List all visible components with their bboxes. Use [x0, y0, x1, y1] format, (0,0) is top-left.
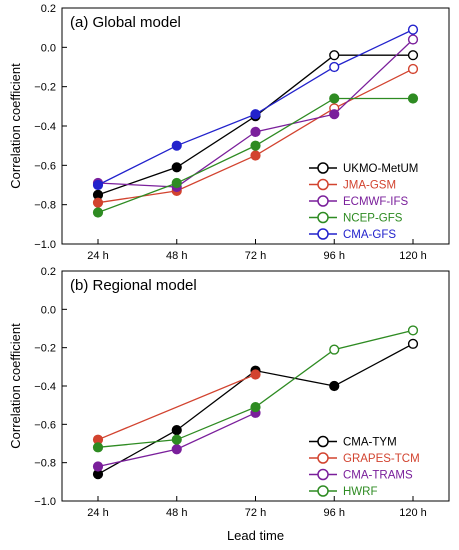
x-tick-label: 24 h	[87, 250, 108, 262]
data-point	[329, 93, 340, 104]
series-ncep-gfs	[92, 93, 419, 218]
x-tick-label: 96 h	[324, 250, 345, 262]
legend-marker	[317, 211, 329, 224]
legend-label: CMA-GFS	[343, 229, 396, 241]
y-tick-label: −1.0	[34, 239, 56, 251]
plot-frame	[61, 270, 450, 502]
data-point	[407, 34, 419, 45]
x-tick-label: 72 h	[245, 250, 266, 262]
x-tick-label: 120 h	[399, 507, 427, 519]
legend-marker	[317, 435, 329, 448]
x-tick-label: 120 h	[399, 250, 427, 262]
legend-marker	[317, 228, 329, 240]
data-point	[250, 140, 261, 151]
x-axis: 24 h 48 h 72 h 96 h 120 h	[87, 239, 427, 262]
legend-label: CMA-TYM	[343, 437, 397, 449]
data-point	[250, 369, 261, 380]
series-grapes-tcm	[92, 369, 261, 445]
data-point	[250, 126, 261, 137]
panel-regional-model: (b) Regional model Correlation coefficie…	[8, 266, 450, 519]
data-point	[171, 444, 182, 455]
y-axis-label: Correlation coefficient	[8, 63, 23, 189]
data-point	[329, 50, 340, 61]
data-point	[407, 24, 419, 35]
legend: CMA-TYM GRAPES-TCM CMA-TRAMS HWRF	[309, 435, 420, 498]
y-axis-label: Correlation coefficient	[8, 323, 23, 449]
series-cma-gfs	[92, 24, 419, 191]
series-layer	[92, 24, 419, 218]
legend-marker	[317, 485, 329, 497]
legend-label: UKMO-MetUM	[343, 163, 418, 175]
y-tick-label: −0.2	[34, 343, 56, 355]
y-tick-label: −0.6	[34, 160, 56, 172]
panel-global-model: (a) Global model Correlation coefficient…	[8, 3, 450, 262]
data-point	[92, 461, 104, 472]
legend-label: CMA-TRAMS	[343, 470, 413, 482]
data-point	[171, 434, 182, 445]
data-point	[407, 50, 419, 61]
data-point	[171, 424, 182, 436]
data-point	[407, 338, 419, 349]
data-point	[250, 150, 261, 161]
y-tick-label: −0.4	[34, 381, 56, 393]
x-tick-label: 96 h	[324, 507, 345, 519]
y-tick-label: −1.0	[34, 496, 56, 508]
y-tick-label: −0.4	[34, 121, 56, 133]
legend-label: HWRF	[343, 486, 378, 498]
series-jma-gsm	[92, 63, 419, 208]
data-point	[171, 177, 182, 189]
data-point	[250, 109, 261, 120]
y-axis: −1.0 −0.8 −0.6 −0.4 −0.2 0.0 0.2	[34, 266, 67, 508]
x-axis-label: Lead time	[227, 528, 284, 543]
legend-marker	[317, 468, 329, 481]
legend: UKMO-MetUM JMA-GSM ECMWF-IFS NCEP-GFS CMA-GF…	[309, 162, 418, 241]
data-point	[92, 197, 104, 208]
x-axis: 24 h 48 h 72 h 96 h 120 h	[87, 496, 427, 519]
data-point	[92, 179, 104, 191]
data-point	[329, 380, 340, 392]
y-tick-label: 0.2	[41, 3, 56, 15]
data-point	[407, 325, 419, 336]
data-point	[250, 401, 261, 413]
series-ukmo-metum	[92, 50, 419, 200]
x-tick-label: 48 h	[166, 507, 187, 519]
legend-marker	[317, 178, 329, 191]
data-point	[329, 109, 340, 120]
data-point	[171, 162, 182, 173]
legend-marker	[317, 162, 329, 174]
panel-title: (b) Regional model	[70, 277, 197, 294]
y-tick-label: −0.8	[34, 458, 56, 470]
legend-label: JMA-GSM	[343, 180, 396, 192]
data-point	[171, 140, 182, 151]
x-tick-label: 48 h	[166, 250, 187, 262]
y-tick-label: 0.2	[41, 266, 56, 278]
y-tick-label: 0.0	[41, 304, 56, 316]
data-point	[407, 93, 419, 104]
data-point	[407, 63, 419, 75]
series-hwrf	[92, 325, 419, 453]
legend-marker	[317, 452, 329, 464]
y-tick-label: −0.6	[34, 419, 56, 431]
x-tick-label: 24 h	[87, 507, 108, 519]
series-line	[97, 373, 256, 441]
x-tick-label: 72 h	[245, 507, 266, 519]
legend-marker	[317, 195, 329, 207]
y-axis: −1.0 −0.8 −0.6 −0.4 −0.2 0.0 0.2	[34, 3, 67, 251]
y-tick-label: 0.0	[41, 42, 56, 54]
data-point	[92, 442, 104, 453]
legend-label: NCEP-GFS	[343, 213, 403, 225]
y-tick-label: −0.2	[34, 82, 56, 94]
legend-label: ECMWF-IFS	[343, 196, 408, 208]
series-line	[97, 29, 414, 186]
plot-frame	[61, 7, 450, 245]
series-layer	[92, 325, 419, 480]
data-point	[92, 207, 104, 218]
data-point	[329, 61, 340, 73]
data-point	[329, 344, 340, 355]
legend-label: GRAPES-TCM	[343, 453, 420, 465]
panel-title: (a) Global model	[70, 14, 181, 31]
y-tick-label: −0.8	[34, 200, 56, 212]
series-line	[97, 329, 414, 448]
